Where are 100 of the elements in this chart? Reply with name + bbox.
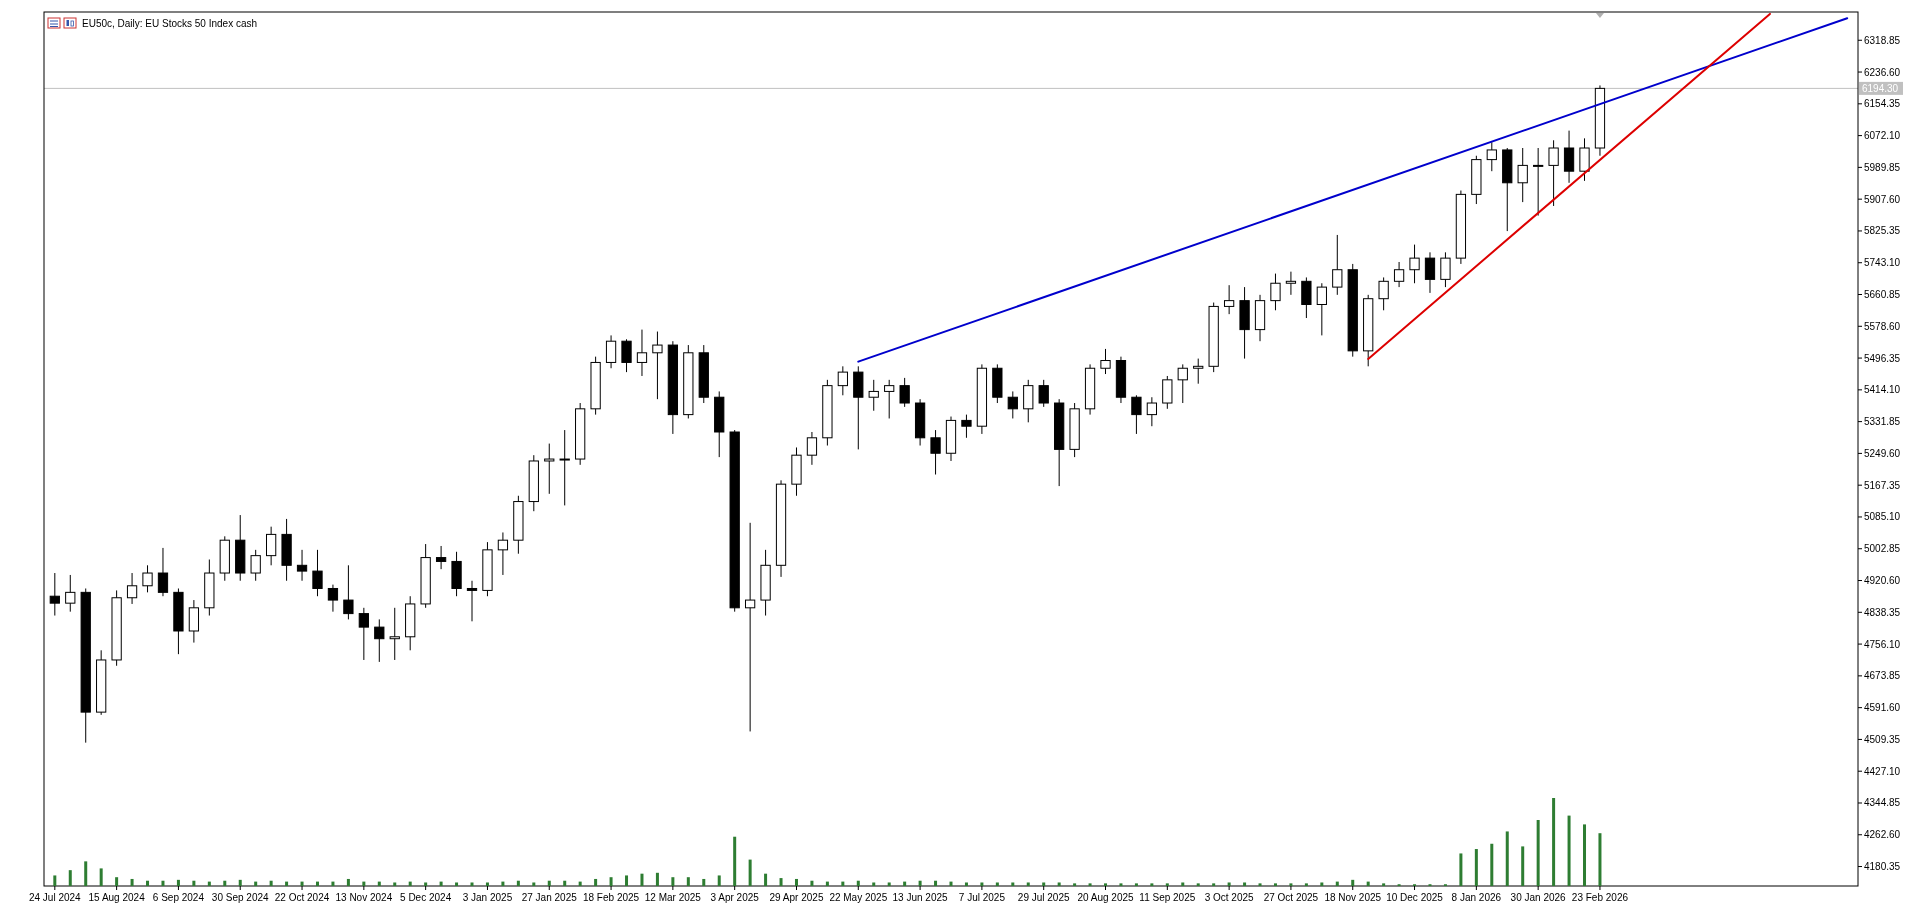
bar — [825, 881, 829, 886]
candlestick — [1440, 251, 1451, 288]
x-tick-label: 29 Jul 2025 — [1017, 892, 1070, 903]
bar — [995, 882, 999, 886]
candlestick — [1548, 139, 1559, 207]
bar — [748, 859, 752, 886]
candlestick — [1193, 358, 1204, 385]
x-tick-label: 3 Oct 2025 — [1204, 892, 1255, 903]
candlestick — [188, 599, 200, 644]
bar — [315, 881, 319, 886]
bar — [1289, 883, 1293, 886]
bar — [207, 881, 211, 886]
y-tick-label: 4427.10 — [1864, 765, 1901, 777]
candlestick — [899, 377, 910, 408]
candlestick — [1146, 396, 1157, 427]
bar — [717, 875, 721, 886]
y-tick-label: 5496.35 — [1864, 352, 1901, 364]
bar — [594, 878, 598, 886]
candlestick — [1177, 363, 1188, 404]
bar — [733, 836, 737, 886]
bar — [331, 881, 335, 886]
y-tick-label: 5578.60 — [1864, 320, 1901, 332]
y-tick-label: 4180.35 — [1864, 861, 1901, 873]
bar — [671, 877, 675, 886]
x-tick-label: 23 Feb 2026 — [1571, 892, 1629, 903]
bar — [934, 880, 938, 886]
x-tick-label: 22 Oct 2024 — [274, 892, 330, 903]
x-tick-label: 24 Jul 2024 — [28, 892, 82, 903]
candlestick — [1038, 379, 1049, 408]
bar — [99, 868, 103, 886]
bar — [794, 878, 798, 886]
bar — [53, 875, 57, 886]
bar — [1243, 882, 1247, 886]
bar — [547, 880, 551, 886]
y-tick-label: 6154.35 — [1864, 98, 1901, 110]
x-tick-label: 30 Jan 2026 — [1510, 892, 1567, 903]
candlestick — [1563, 130, 1575, 184]
candlestick — [1131, 394, 1142, 435]
bar — [1196, 883, 1200, 886]
candlestick — [559, 429, 570, 506]
candlestick — [806, 431, 818, 466]
y-tick-label: 5989.85 — [1864, 161, 1901, 173]
candlestick — [296, 549, 308, 582]
candlestick — [157, 547, 169, 597]
bar — [393, 882, 397, 886]
x-tick-label: 27 Jan 2025 — [521, 892, 578, 903]
candlestick — [930, 429, 941, 475]
candlestick — [621, 338, 632, 373]
candlestick — [1533, 147, 1544, 217]
bar — [1227, 882, 1231, 886]
bar — [176, 879, 180, 886]
bar — [980, 882, 984, 886]
candlestick — [961, 414, 972, 439]
y-tick-label: 4591.60 — [1864, 702, 1901, 714]
x-tick-label: 18 Nov 2025 — [1324, 892, 1382, 903]
candlestick — [1579, 137, 1590, 182]
bar — [285, 881, 289, 886]
bar — [1073, 883, 1077, 886]
candlestick — [312, 549, 323, 597]
bar — [1165, 883, 1169, 886]
bar — [269, 880, 273, 886]
candlestick — [544, 443, 555, 495]
y-tick-label: 4838.35 — [1864, 606, 1901, 618]
candlestick — [745, 522, 756, 732]
candlestick — [126, 572, 138, 605]
bar — [1320, 882, 1324, 886]
bar — [161, 880, 165, 886]
y-tick-label: 4920.60 — [1864, 575, 1901, 587]
y-tick-label: 5002.85 — [1864, 543, 1901, 555]
bar — [1119, 883, 1123, 886]
candlestick — [327, 584, 339, 613]
x-tick-label: 10 Dec 2025 — [1386, 892, 1444, 903]
y-tick-label: 5249.60 — [1864, 447, 1901, 459]
bar — [501, 881, 505, 886]
x-tick-label: 13 Jun 2025 — [892, 892, 949, 903]
x-tick-label: 18 Feb 2025 — [582, 892, 640, 903]
bar — [146, 880, 150, 886]
y-tick-label: 6072.10 — [1864, 130, 1901, 142]
bar — [1042, 882, 1046, 886]
x-tick-label: 7 Jul 2025 — [958, 892, 1006, 903]
bar — [223, 880, 227, 886]
text: EU50c, Daily: EU Stocks 50 Index cash — [82, 18, 258, 29]
bar — [1351, 879, 1355, 886]
candlestick — [358, 607, 369, 661]
bar — [1273, 883, 1277, 886]
bar — [1552, 798, 1556, 886]
x-tick-label: 27 Oct 2025 — [1263, 892, 1319, 903]
bar — [1212, 883, 1216, 886]
candlestick — [1100, 348, 1111, 375]
bar — [655, 872, 659, 886]
bar — [764, 873, 768, 886]
candlestick — [1332, 234, 1343, 296]
bar — [964, 882, 968, 886]
bar — [949, 881, 953, 886]
bar — [1567, 815, 1571, 886]
candlestick — [343, 564, 354, 620]
candlestick — [1270, 273, 1281, 311]
candlestick — [837, 365, 848, 396]
bar — [779, 878, 783, 886]
y-tick-label: 4673.85 — [1864, 670, 1901, 682]
